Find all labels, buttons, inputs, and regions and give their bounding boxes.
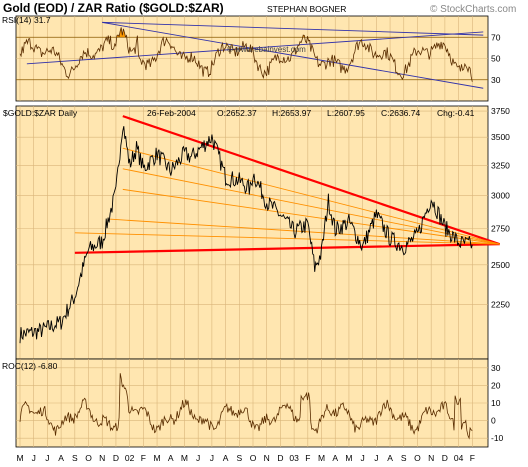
rsi-series-line xyxy=(19,27,473,82)
x-tick-label: N xyxy=(99,453,105,463)
ohlc-close: C:2636.74 xyxy=(381,108,420,118)
price-y-tick-label: 2750 xyxy=(491,224,510,234)
ohlc-date: 26-Feb-2004 xyxy=(147,108,196,118)
rsi-channel-line xyxy=(102,21,484,89)
price-series-label: $GOLD:$ZAR Daily xyxy=(3,108,78,118)
x-tick-label: S xyxy=(72,453,78,463)
x-tick-label: A xyxy=(387,453,393,463)
roc-y-tick-label: 20 xyxy=(491,380,501,390)
x-tick-label: A xyxy=(168,453,174,463)
orange-fan-line xyxy=(122,147,500,245)
orange-fan-line xyxy=(74,232,500,245)
x-tick-label: F xyxy=(305,453,310,463)
rsi-label: RSI(14) xyxy=(2,15,31,25)
watermark-label: © www.ebainvest.com xyxy=(227,45,306,54)
roc-label: ROC(12) xyxy=(2,361,36,371)
roc-y-tick-label: -10 xyxy=(491,433,504,443)
x-tick-label: M xyxy=(181,453,188,463)
red-trendline xyxy=(122,115,501,246)
x-tick-label: F xyxy=(141,453,146,463)
price-series-line xyxy=(19,126,473,344)
x-tick-label: F xyxy=(470,453,475,463)
price-y-tick-label: 2250 xyxy=(491,300,510,310)
x-tick-label: O xyxy=(250,453,257,463)
rsi-channel-line xyxy=(102,21,484,36)
x-tick-label: M xyxy=(345,453,352,463)
roc-grid xyxy=(16,359,488,447)
x-tick-label: O xyxy=(85,453,92,463)
chart-title: Gold (EOD) / ZAR Ratio ($GOLD:$ZAR) xyxy=(3,1,224,15)
x-tick-label: M xyxy=(16,453,23,463)
rsi-y-tick-label: 70 xyxy=(491,32,501,42)
roc-y-tick-label: 10 xyxy=(491,398,501,408)
ohlc-low: L:2607.95 xyxy=(327,108,365,118)
x-tick-label: M xyxy=(318,453,325,463)
x-tick-label: J xyxy=(210,453,214,463)
x-tick-label: J xyxy=(196,453,200,463)
orange-fan-line xyxy=(122,188,500,245)
price-panel: $GOLD:$ZAR Daily 26-Feb-2004 O:2652.37 H… xyxy=(3,105,510,360)
x-tick-label: D xyxy=(277,453,283,463)
x-tick-label: A xyxy=(223,453,229,463)
x-tick-label: D xyxy=(113,453,119,463)
rsi-panel: RSI(14) 31.7 © www.ebainvest.com 70 50 30 xyxy=(2,15,501,102)
roc-panel: ROC(12) -6.80 30 20 10 0 -10 xyxy=(2,358,504,448)
x-tick-label: N xyxy=(428,453,434,463)
price-panel-background xyxy=(15,105,489,360)
x-tick-label: M xyxy=(154,453,161,463)
roc-last-value: -6.80 xyxy=(38,361,58,371)
x-tick-label: J xyxy=(374,453,378,463)
roc-y-tick-label: 30 xyxy=(491,363,501,373)
price-header: $GOLD:$ZAR Daily 26-Feb-2004 O:2652.37 H… xyxy=(3,108,475,118)
rsi-channel-line xyxy=(26,31,484,65)
ohlc-change: Chg:-0.41 xyxy=(437,108,475,118)
x-tick-label: J xyxy=(45,453,49,463)
rsi-channel-lines xyxy=(26,21,484,89)
price-y-tick-label: 3250 xyxy=(491,160,510,170)
ohlc-open: O:2652.37 xyxy=(217,108,257,118)
x-tick-label: 04 xyxy=(454,453,464,463)
x-tick-label: 03 xyxy=(289,453,299,463)
rsi-last-value: 31.7 xyxy=(34,15,51,25)
x-tick-label: S xyxy=(401,453,407,463)
x-tick-label: A xyxy=(332,453,338,463)
x-tick-label: J xyxy=(361,453,365,463)
x-tick-label: O xyxy=(414,453,421,463)
x-tick-label: A xyxy=(58,453,64,463)
orange-fan-line xyxy=(122,168,500,245)
price-y-tick-label: 3500 xyxy=(491,132,510,142)
author-label: STEPHAN BOGNER xyxy=(267,4,346,14)
roc-y-tick-label: 0 xyxy=(491,416,496,426)
x-axis: M J J A S O N D 02 F M A M J J A S O N D 03 F M A M J J A S O N D 04 F xyxy=(16,453,474,463)
red-trendline xyxy=(74,243,500,254)
x-tick-label: S xyxy=(236,453,242,463)
roc-series-line xyxy=(19,373,473,440)
rsi-y-ticks: 70 50 30 xyxy=(491,32,501,85)
x-tick-label: J xyxy=(32,453,36,463)
price-y-tick-label: 2500 xyxy=(491,260,510,270)
x-tick-label: 02 xyxy=(125,453,135,463)
price-y-tick-label: 3750 xyxy=(491,106,510,116)
ohlc-high: H:2653.97 xyxy=(272,108,311,118)
rsi-y-tick-label: 50 xyxy=(491,54,501,64)
copyright-label: © StockCharts.com xyxy=(430,4,516,15)
rsi-y-tick-label: 30 xyxy=(491,75,501,85)
price-y-tick-label: 3000 xyxy=(491,191,510,201)
price-y-ticks: 3750 3500 3250 3000 2750 2500 2250 xyxy=(491,106,510,310)
roc-y-ticks: 30 20 10 0 -10 xyxy=(491,363,504,443)
x-tick-label: N xyxy=(264,453,270,463)
x-tick-label: D xyxy=(442,453,448,463)
